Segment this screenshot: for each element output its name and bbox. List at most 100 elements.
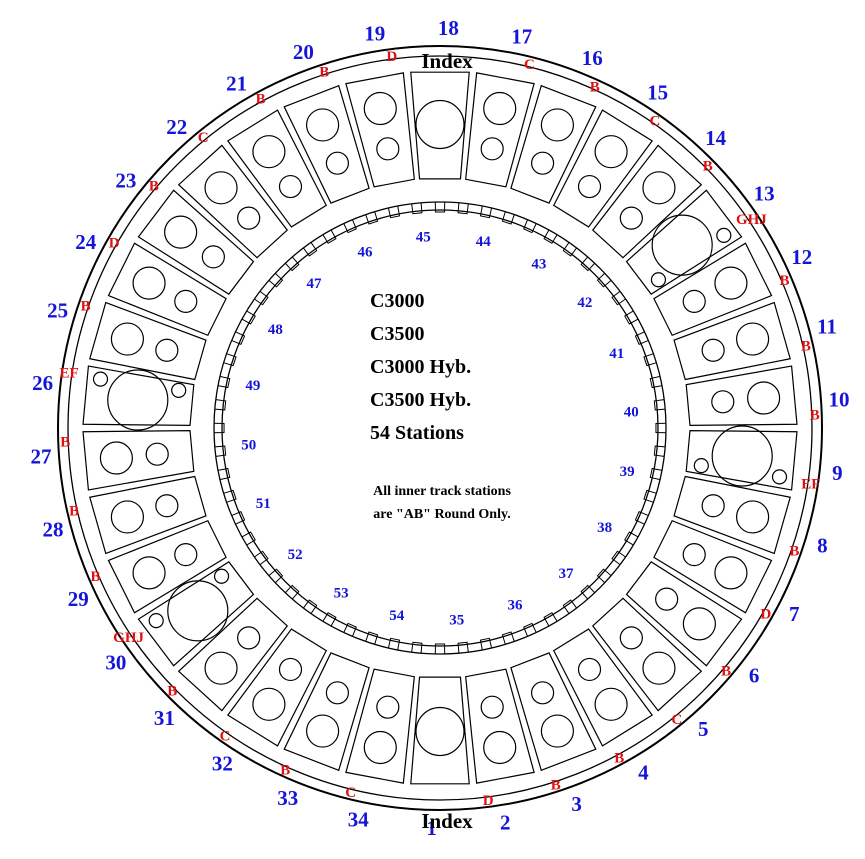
rim-tab xyxy=(214,422,225,434)
outer-station-slot xyxy=(591,597,703,712)
inner-station-number: 44 xyxy=(476,234,492,250)
rim-tab xyxy=(214,445,227,457)
ring-circle xyxy=(67,55,813,801)
station-bore xyxy=(480,695,504,719)
station-tool-code: B xyxy=(69,503,79,519)
station-tool-code: B xyxy=(280,763,290,779)
station-bore xyxy=(682,607,716,641)
rim-tab xyxy=(596,568,612,584)
rim-tab xyxy=(643,353,657,367)
outer-station-slot xyxy=(625,561,743,667)
station-tool-code: B xyxy=(551,778,561,794)
outer-station-number: 26 xyxy=(32,371,53,395)
outer-station-slot xyxy=(673,301,791,381)
station-bore xyxy=(305,108,340,142)
rim-tab xyxy=(268,272,284,288)
note-line: All inner track stations xyxy=(373,484,511,499)
rim-tab xyxy=(343,622,357,637)
station-bore xyxy=(714,266,748,300)
outer-station-slot xyxy=(465,668,535,784)
station-slots xyxy=(82,71,798,785)
outer-station-number: 15 xyxy=(647,80,668,104)
station-bore xyxy=(325,681,350,705)
station-tool-code: EF xyxy=(60,366,79,382)
outer-station-number: 31 xyxy=(154,706,175,730)
station-bore xyxy=(651,214,713,276)
station-bore xyxy=(642,171,676,205)
station-bore xyxy=(577,174,602,199)
outer-station-number: 24 xyxy=(75,230,97,254)
station-tool-code: B xyxy=(779,273,789,289)
rim-tab xyxy=(562,599,578,614)
outer-station-number: 27 xyxy=(31,445,52,469)
station-bore xyxy=(711,390,735,414)
station-bore xyxy=(714,556,748,590)
outer-station-number: 11 xyxy=(817,315,837,339)
station-bore xyxy=(530,151,555,175)
rim-tab xyxy=(365,211,379,225)
outer-station-slot xyxy=(591,144,703,259)
rim-tab xyxy=(241,310,256,325)
station-tool-code: B xyxy=(81,298,91,314)
outer-station-number: 29 xyxy=(68,587,89,611)
model-line: C3000 Hyb. xyxy=(370,356,471,378)
rim-tab xyxy=(268,568,284,584)
station-tool-code: C xyxy=(649,114,660,130)
ring-circle xyxy=(221,209,659,647)
rim-tab xyxy=(479,205,493,219)
outer-station-number: 30 xyxy=(105,650,126,674)
rim-tab xyxy=(231,331,246,345)
inner-station-number: 49 xyxy=(245,378,260,394)
station-tool-code: B xyxy=(90,569,100,585)
station-tool-code: D xyxy=(386,49,397,65)
station-tool-code: D xyxy=(109,235,120,251)
station-bore xyxy=(483,730,517,765)
outer-station-number: 34 xyxy=(348,808,370,832)
top-index-label: Index xyxy=(421,49,473,73)
rim-tab xyxy=(411,202,423,215)
rim-tab xyxy=(501,631,515,645)
outer-station-number: 12 xyxy=(791,245,812,269)
outer-station-slot xyxy=(137,189,255,295)
model-line: C3000 xyxy=(370,290,424,312)
rim-tab xyxy=(457,641,469,654)
outer-station-slot xyxy=(177,144,289,259)
station-bore xyxy=(237,206,261,230)
ring-circle xyxy=(57,45,823,811)
rim-tab xyxy=(479,637,493,651)
inner-station-number: 53 xyxy=(334,586,349,602)
station-tool-code: C xyxy=(524,57,535,73)
station-tool-code: B xyxy=(789,544,799,560)
station-bore xyxy=(619,626,643,650)
station-bore xyxy=(540,714,575,748)
outer-station-slot xyxy=(510,84,597,204)
rim-tab xyxy=(322,612,337,627)
station-bore xyxy=(278,174,303,199)
rim-tab xyxy=(596,272,612,288)
rim-tab xyxy=(611,550,626,566)
station-tool-code: C xyxy=(345,785,356,801)
station-bore xyxy=(711,425,773,487)
station-bore xyxy=(642,651,676,685)
rim-tab xyxy=(634,331,649,345)
rim-tab xyxy=(254,290,269,306)
outer-station-slot xyxy=(89,301,207,381)
outer-station-slot xyxy=(685,425,798,491)
station-bore xyxy=(363,730,397,765)
outer-station-slot xyxy=(82,430,195,491)
inner-station-number: 45 xyxy=(416,230,431,246)
station-bore xyxy=(174,289,198,314)
inner-station-number: 37 xyxy=(558,566,574,582)
outer-station-slot xyxy=(283,652,370,772)
station-bore xyxy=(155,338,179,362)
bottom-index-label: Index xyxy=(421,809,473,833)
station-labels: 1 2D 3B4B5C6B7D8B9EF10B11B12B13GHJ14B15C16… xyxy=(31,16,850,840)
rim-tab xyxy=(365,631,379,645)
outer-station-slot xyxy=(673,475,791,555)
outer-station-number: 10 xyxy=(828,387,849,411)
rim-tab xyxy=(217,467,231,481)
note-line: are "AB" Round Only. xyxy=(373,507,510,522)
station-bore xyxy=(747,381,781,415)
station-tool-code: GHJ xyxy=(113,630,144,646)
